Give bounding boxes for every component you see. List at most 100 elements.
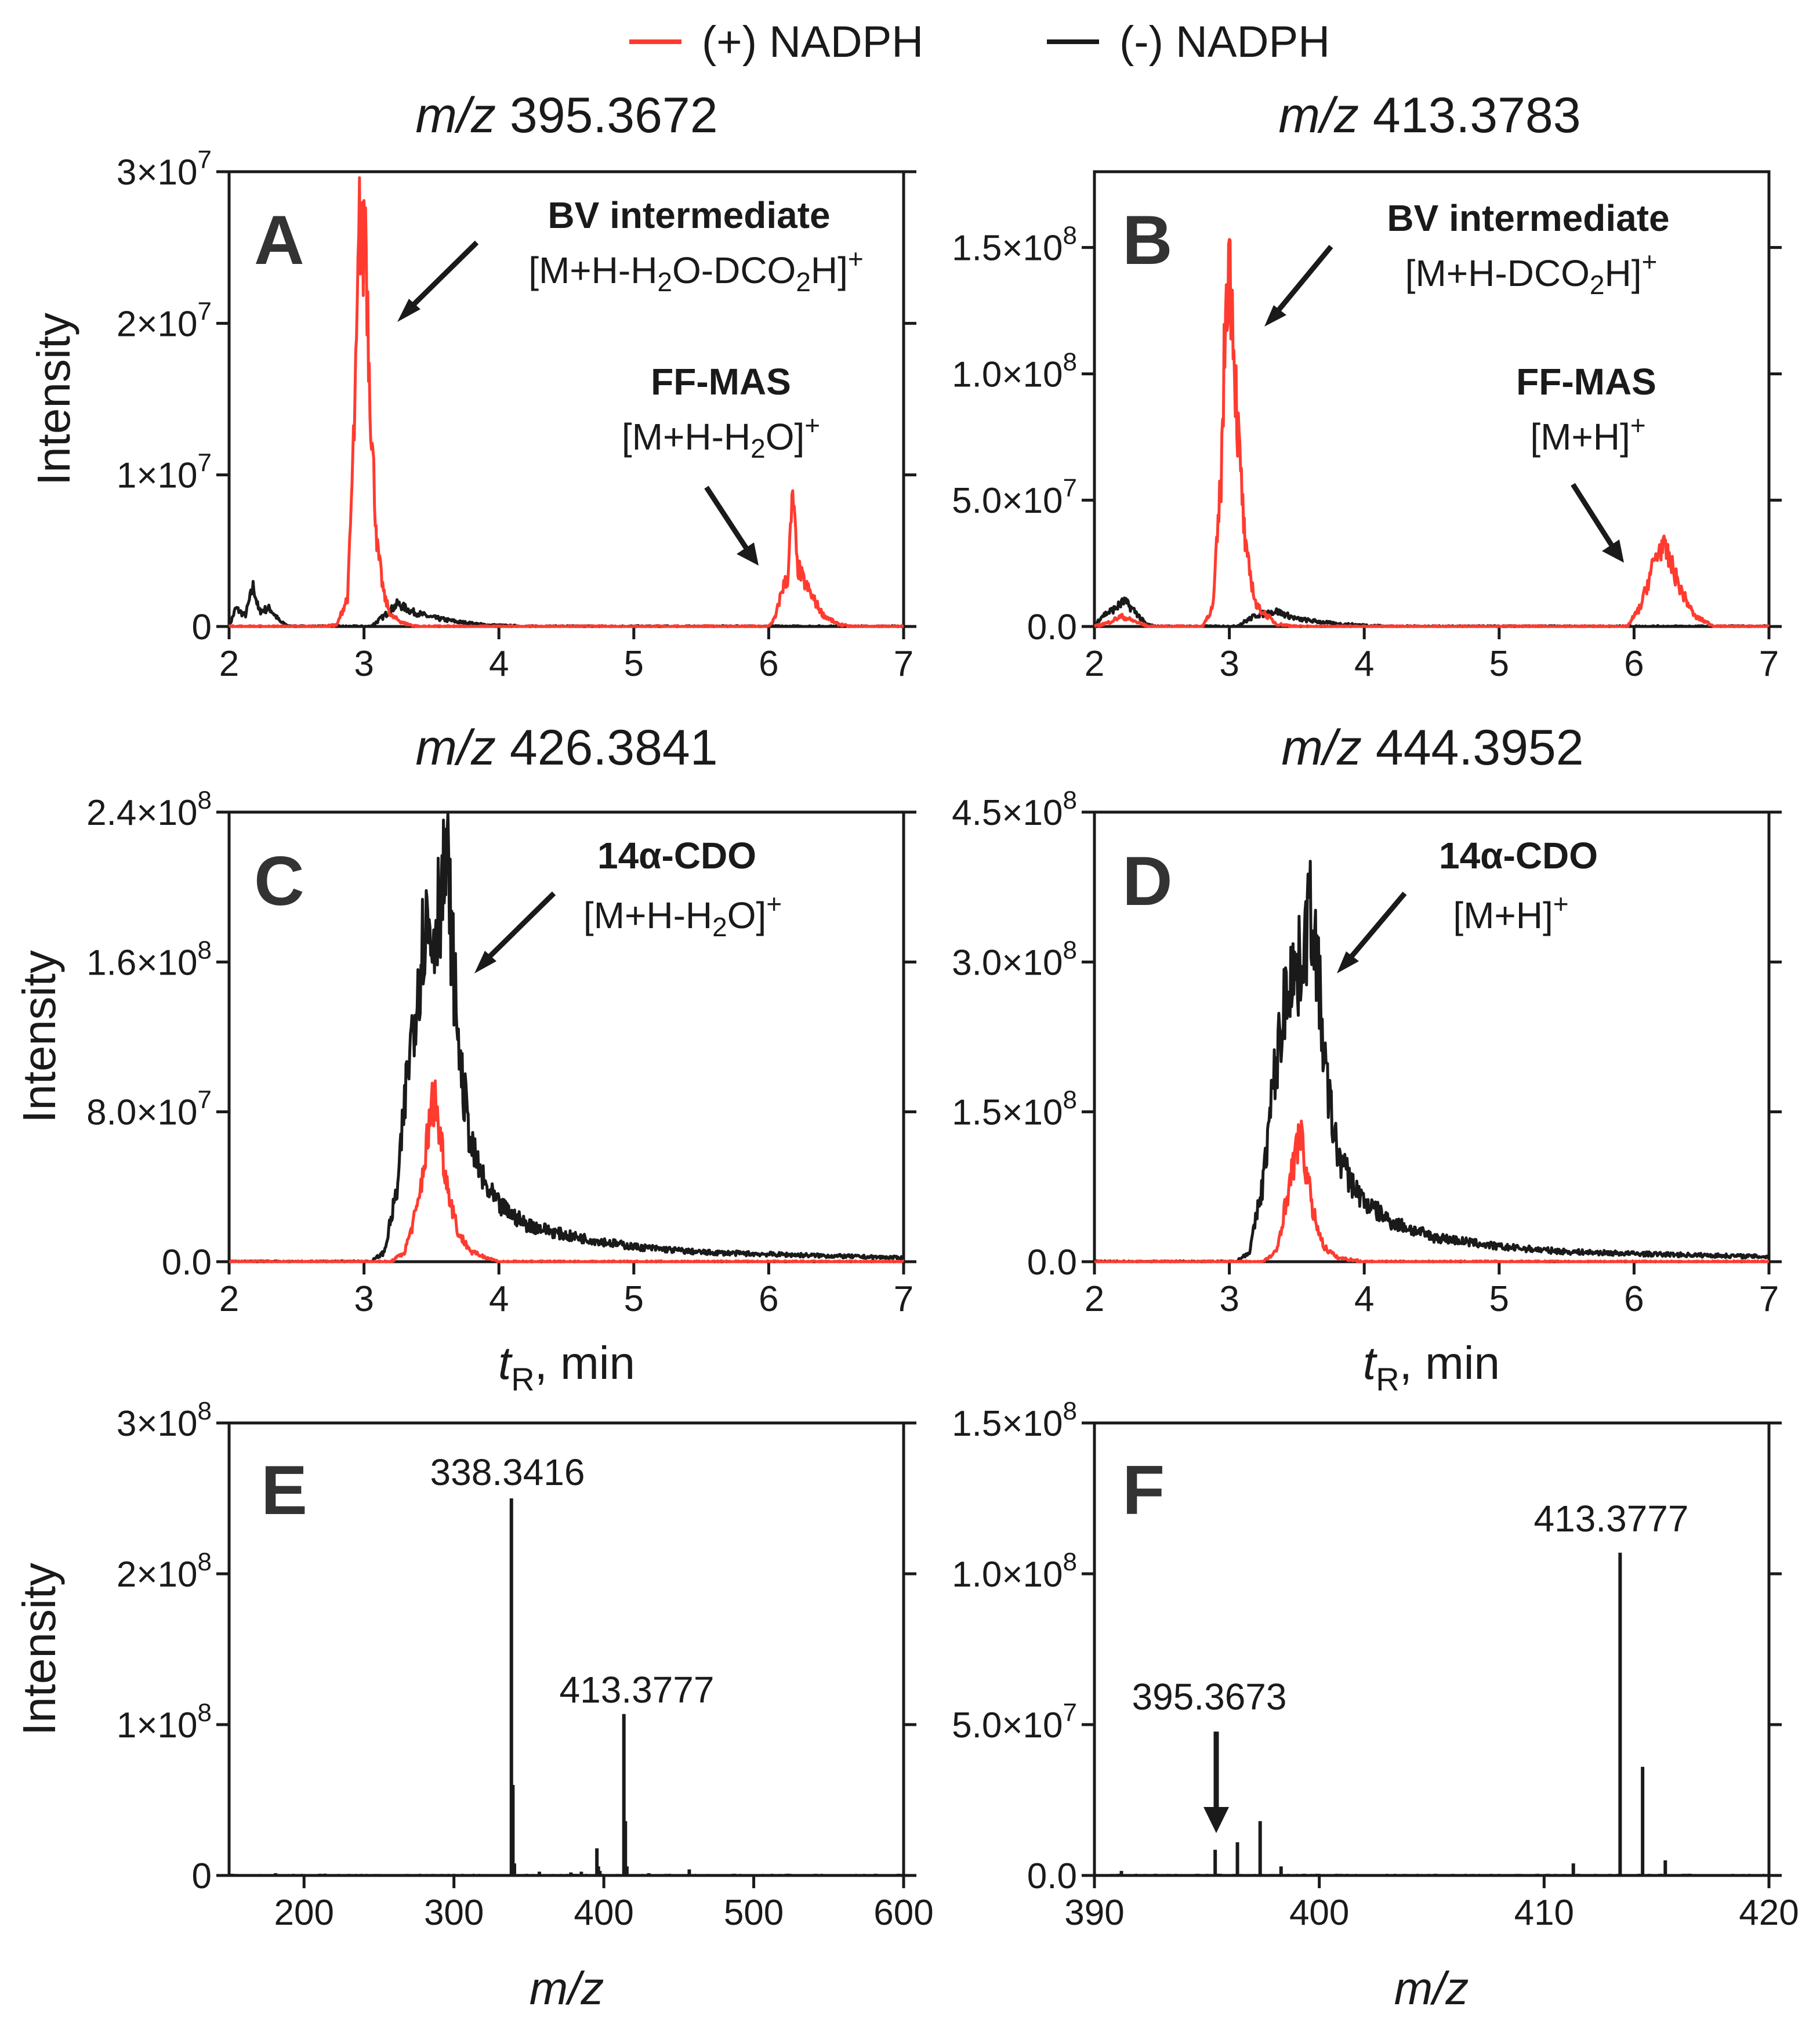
x-tick-label: 400 [1289,1893,1349,1933]
series-line-plus-nadph [228,1079,905,1263]
series-line-plus-nadph [228,176,905,628]
annotation-arrow-ffmas [704,486,759,566]
series-group [228,812,905,1263]
series-group [229,1498,904,1877]
peak-label: 413.3777 [1534,1498,1689,1540]
series-group [1094,1552,1770,1877]
panel-title: m/z 395.3672 [415,88,717,143]
panel-title: m/z 426.3841 [415,720,717,776]
panel-title: m/z 413.3783 [1278,88,1580,143]
plot-frame [1093,1421,1771,1877]
y-tick-label: 5.0×107 [952,1699,1077,1745]
y-tick-label: 1.6×108 [86,936,212,983]
legend: (+) NADPH (-) NADPH [629,17,1330,67]
x-tick-label: 200 [274,1893,333,1933]
ticks: 390 400 410 420 0.0 5.0×107 1.0×108 1.5×108 [952,1397,1799,1933]
annotation-bv-formula: [M+H-DCO2H]+ [1405,247,1658,300]
x-axis-label: m/z [530,1962,604,2014]
y-tick-label: 1×108 [117,1699,212,1745]
annotation-ffmas-formula: [M+H-H2O]+ [622,410,820,463]
panel-f: 390 400 410 420 0.0 5.0×107 1.0×108 1.5×108 F m… [952,1397,1799,2014]
series-line-minus-nadph [227,580,905,628]
legend-label-plus: (+) NADPH [702,17,923,67]
series-line-minus-nadph [1093,860,1770,1263]
x-tick-label: 4 [489,644,509,684]
x-tick-label: 4 [489,1279,509,1319]
ticks: 2 3 4 5 6 7 0.0 5.0×107 1.0×108 1.5×108 [952,222,1782,684]
x-tick-label: 4 [1354,1279,1374,1319]
panel-letter: F [1122,1451,1165,1529]
y-tick-label: 8.0×107 [86,1086,212,1133]
x-tick-label: 2 [1085,1279,1104,1319]
annotation-bv-title: BV intermediate [548,194,830,236]
plot-frame [227,810,905,1263]
annotation-ffmas-title: FF-MAS [1516,361,1656,403]
y-tick-label: 0.0 [1027,607,1077,647]
series-line-plus-nadph [1093,1120,1770,1263]
x-tick-label: 3 [1219,1279,1239,1319]
x-axis-label: tR, min [498,1337,635,1397]
series-line-plus-nadph [1093,238,1770,628]
y-axis-label: Intensity [28,313,79,486]
y-axis-label: Intensity [13,1563,65,1736]
series-line-minus-nadph [228,812,905,1263]
x-tick-label: 5 [1489,644,1509,684]
panel-letter: E [261,1451,307,1529]
x-tick-label: 5 [624,1279,644,1319]
annotation-cdo-formula: [M+H]+ [1453,889,1568,936]
x-tick-label: 3 [1219,644,1239,684]
x-tick-label: 7 [894,644,913,684]
x-tick-label: 5 [624,644,644,684]
y-tick-label: 0.0 [162,1243,212,1283]
ticks: 2 3 4 5 6 7 0.0 8.0×107 1.6×108 2.4×108 [86,786,916,1319]
x-tick-label: 400 [574,1893,633,1933]
series-line-minus-nadph [1093,596,1770,628]
panel-a: m/z 395.3672 2 3 4 5 6 7 0 1×107 2×107 3×107 A In… [28,88,916,684]
x-tick-label: 420 [1739,1893,1799,1933]
annotation-arrow-bv [1264,245,1333,327]
y-tick-label: 3×108 [117,1397,212,1444]
annotation-arrow-bv [397,240,479,322]
x-tick-label: 6 [1624,644,1644,684]
y-tick-label: 1.0×108 [952,1548,1077,1595]
y-tick-label: 2×108 [117,1548,212,1595]
plot-frame [227,170,905,628]
x-tick-label: 6 [759,644,778,684]
x-tick-label: 7 [894,1279,913,1319]
y-tick-label: 0.0 [1027,1856,1077,1896]
x-tick-label: 3 [354,1279,374,1319]
panel-letter: D [1122,842,1173,920]
x-tick-label: 500 [724,1893,784,1933]
panel-title: m/z 444.3952 [1281,720,1583,776]
annotation-bv-formula: [M+H-H2O-DCO2H]+ [528,244,864,297]
peak-label: 338.3416 [430,1451,585,1493]
y-tick-label: 3.0×108 [952,936,1077,983]
x-axis-label: m/z [1394,1962,1469,2014]
x-tick-label: 5 [1489,1279,1509,1319]
annotation-ffmas-title: FF-MAS [651,361,791,403]
annotation-arrow-cdo [1337,892,1407,973]
series-group [227,176,905,628]
x-tick-label: 2 [219,644,239,684]
annotation-arrow-ffmas [1571,483,1624,563]
y-tick-label: 0 [192,607,212,647]
panel-letter: B [1122,201,1173,279]
baseline-noise [229,1873,904,1877]
ticks: 200 300 400 500 600 0 1×108 2×108 3×108 [117,1397,934,1933]
annotation-bv-title: BV intermediate [1387,197,1669,239]
x-tick-label: 600 [873,1893,933,1933]
y-tick-label: 1.5×108 [952,1086,1077,1133]
y-tick-label: 1×107 [117,449,212,496]
series-group [1093,238,1770,628]
y-tick-label: 4.5×108 [952,786,1077,833]
legend-label-minus: (-) NADPH [1119,17,1330,67]
y-tick-label: 1.5×108 [952,1397,1077,1444]
peak-label: 413.3777 [560,1669,715,1711]
y-tick-label: 1.0×108 [952,347,1077,394]
ticks: 2 3 4 5 6 7 0.0 1.5×108 3.0×108 4.5×108 [952,786,1782,1319]
x-tick-label: 3 [354,644,374,684]
y-axis-label: Intensity [13,950,65,1123]
x-tick-label: 390 [1064,1893,1124,1933]
annotation-ffmas-formula: [M+H]+ [1530,410,1645,458]
